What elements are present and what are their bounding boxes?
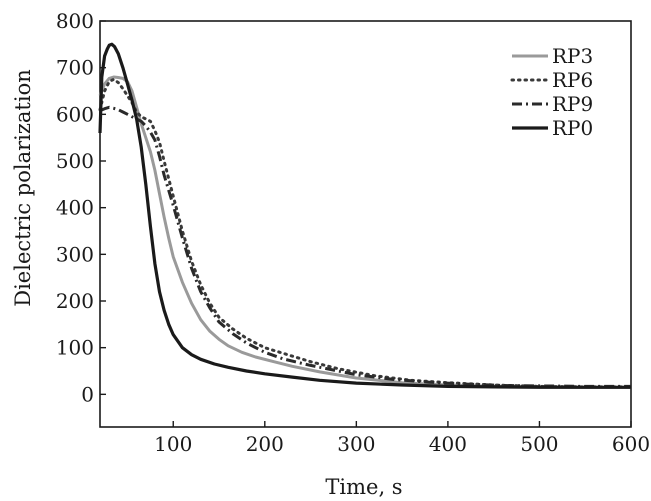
y-tick-label: 800 [56, 9, 94, 33]
legend-label-rp9: RP9 [552, 92, 593, 116]
y-tick-label: 100 [56, 336, 94, 360]
y-tick-label: 0 [81, 382, 94, 406]
x-axis-title: Time, s [325, 475, 402, 499]
x-tick-label: 400 [429, 432, 467, 456]
x-tick-label: 100 [154, 432, 192, 456]
y-tick-label: 500 [56, 149, 94, 173]
x-tick-label: 600 [612, 432, 650, 456]
legend-label-rp3: RP3 [552, 44, 593, 68]
y-tick-label: 200 [56, 289, 94, 313]
legend-label-rp0: RP0 [552, 116, 593, 140]
y-tick-label: 300 [56, 242, 94, 266]
x-tick-label: 300 [337, 432, 375, 456]
x-tick-label: 500 [520, 432, 558, 456]
series-line-rp0 [98, 42, 631, 389]
series-line-rp9 [99, 105, 631, 388]
y-tick-label: 600 [56, 102, 94, 126]
legend-label-rp6: RP6 [552, 68, 593, 92]
y-axis-title: Dielectric polarization [11, 69, 35, 307]
x-tick-label: 200 [246, 432, 284, 456]
y-tick-label: 400 [56, 196, 94, 220]
y-tick-label: 700 [56, 56, 94, 80]
plot-area-frame [99, 20, 632, 428]
